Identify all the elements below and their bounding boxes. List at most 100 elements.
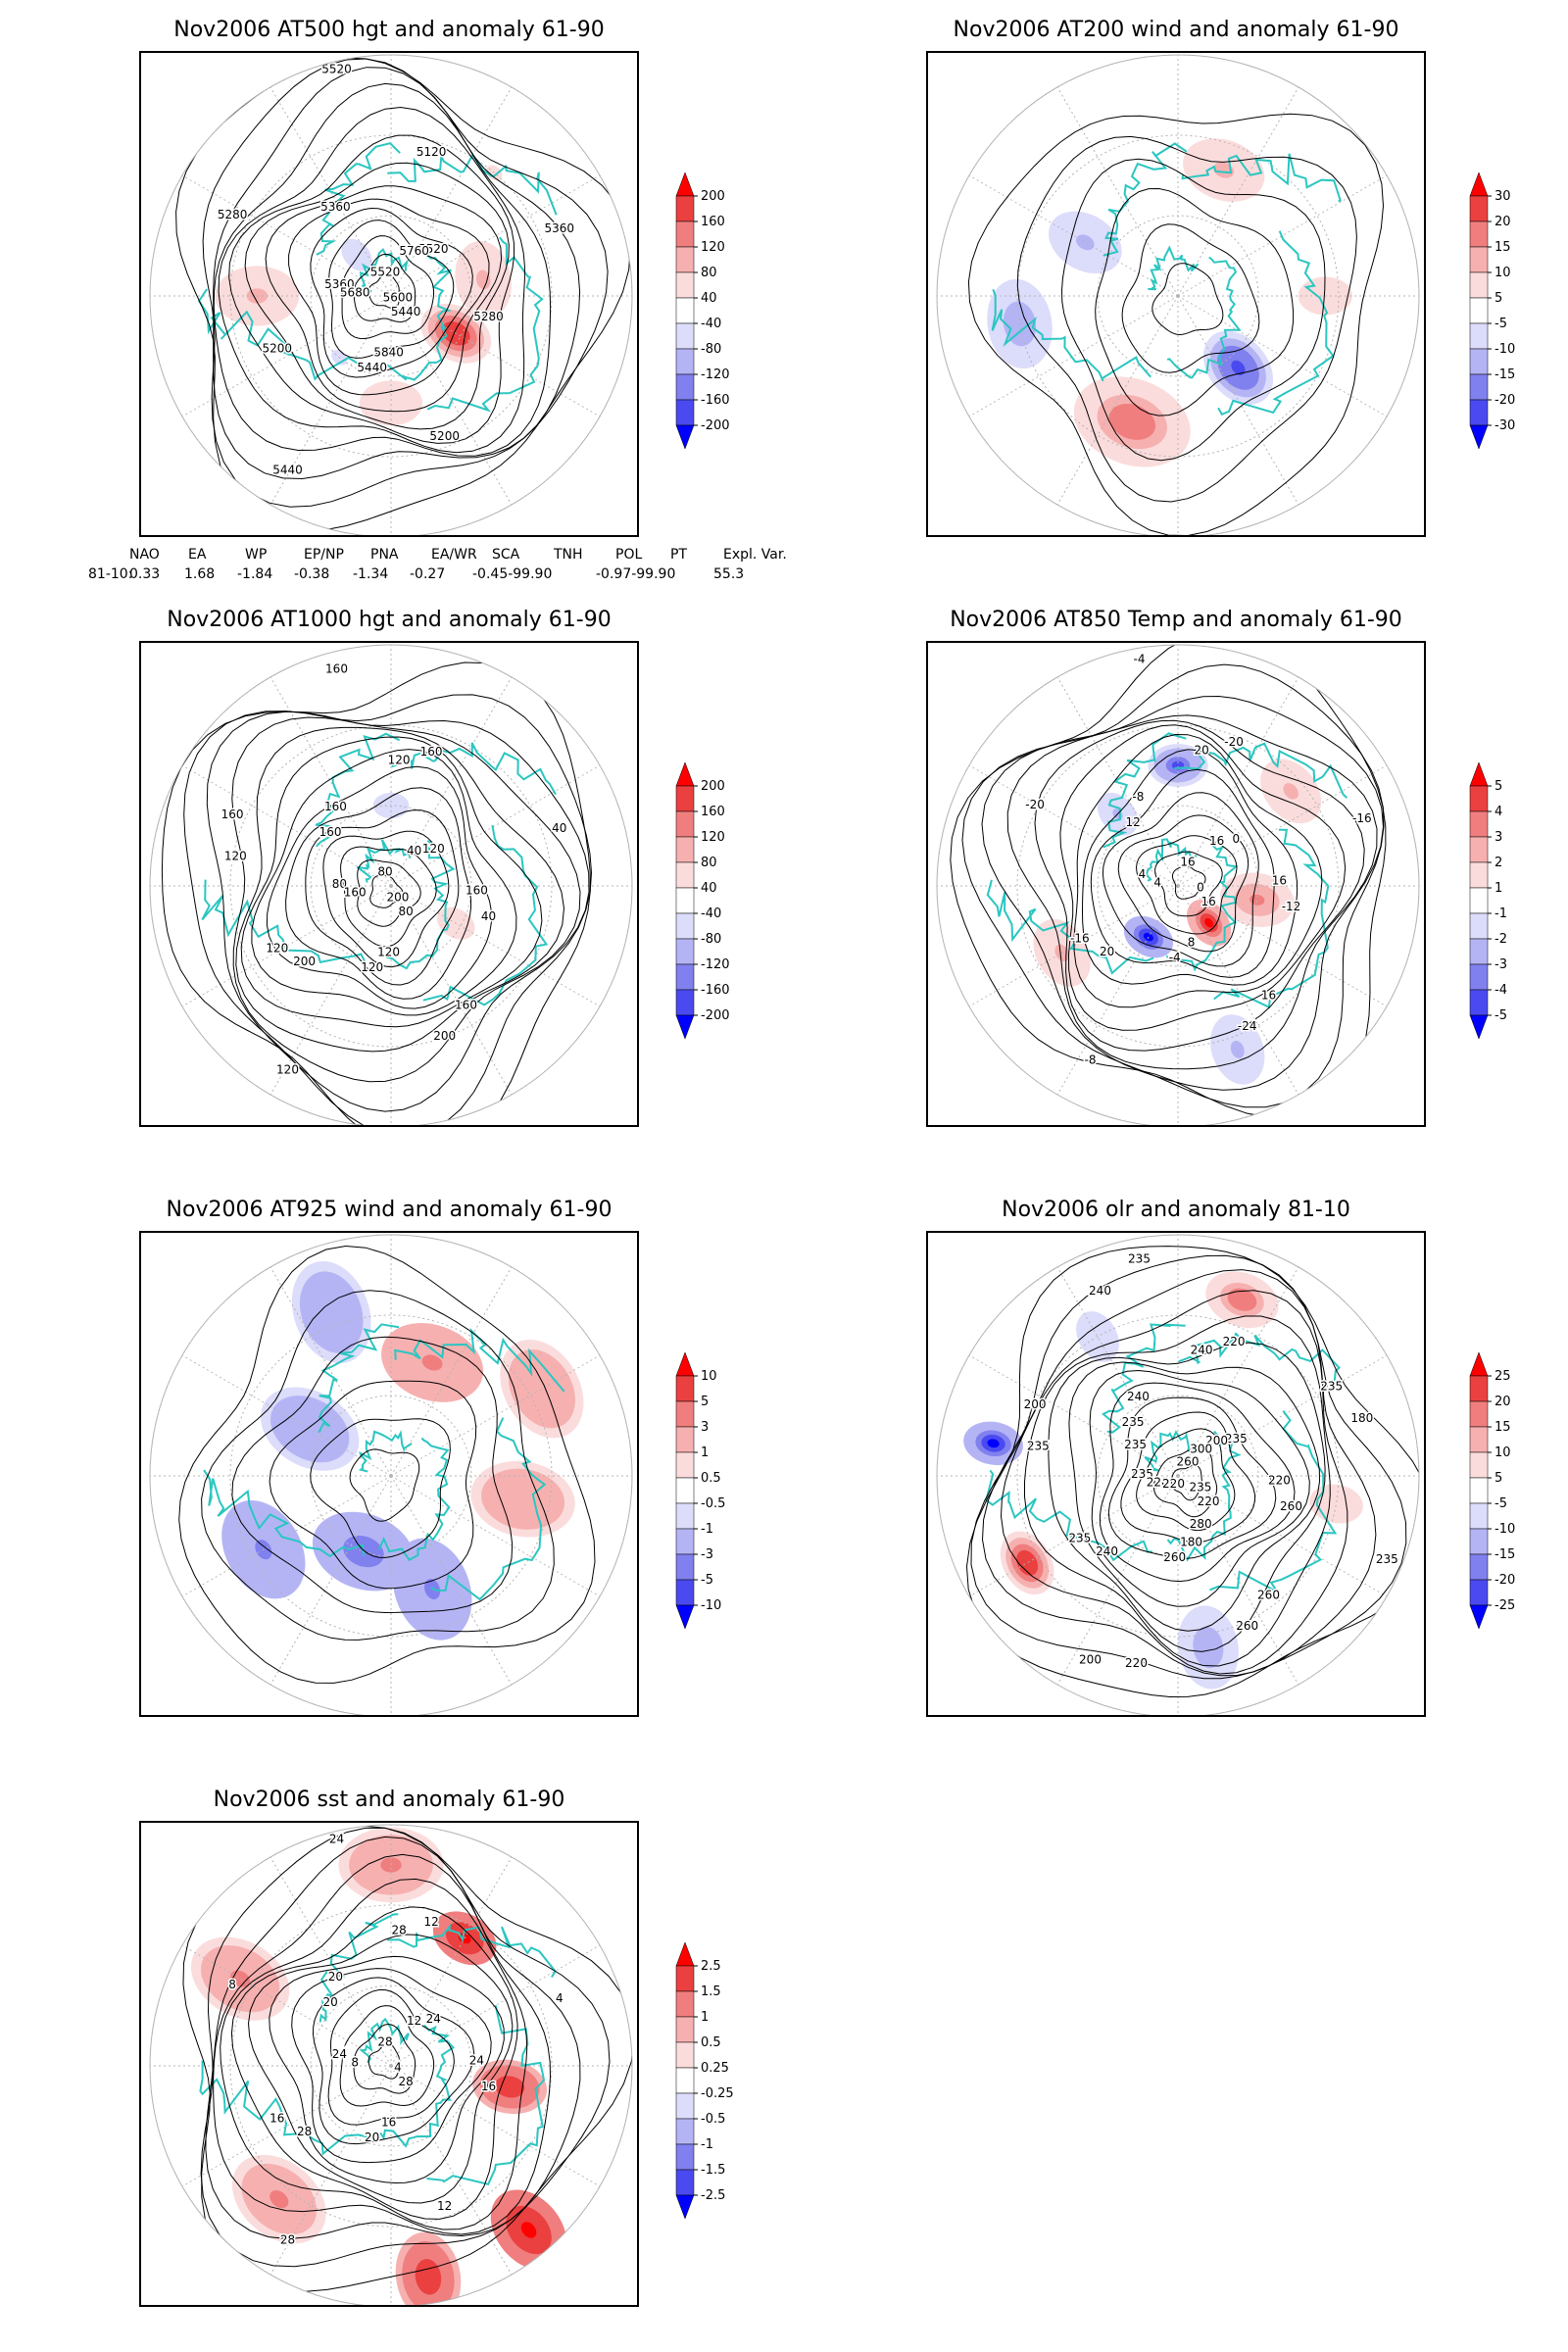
longitude-gridline (1177, 1475, 1299, 1686)
colorbar-label: -25 (1494, 1598, 1515, 1613)
colorbar-swatch (1469, 1451, 1489, 1479)
contour-line (218, 106, 525, 454)
contour-label: 235 (1376, 1552, 1398, 1566)
colorbar-tip-top (675, 1351, 695, 1377)
contour-label: -20 (1224, 735, 1244, 749)
colorbar-label: -15 (1494, 368, 1515, 382)
colorbar-label: 4 (1494, 805, 1502, 819)
anomaly-region (512, 1491, 534, 1507)
contour-line (1060, 158, 1326, 462)
anomaly-region (421, 1354, 443, 1371)
contour-line (1059, 724, 1347, 1031)
colorbar-swatch (675, 2143, 695, 2171)
colorbar-label: -4 (1494, 983, 1507, 998)
contour-label: 80 (377, 865, 392, 879)
longitude-gridline (390, 174, 601, 297)
contour-line (285, 787, 471, 1000)
contour-line (1136, 1428, 1236, 1532)
colorbar-label: -2.5 (701, 2188, 725, 2203)
map-frame (926, 51, 1426, 537)
coastline (1209, 1410, 1338, 1595)
colorbar-label: 15 (1494, 1420, 1511, 1435)
contour-label: 20 (365, 2131, 379, 2144)
contour-label: 240 (1089, 1284, 1111, 1298)
colorbar-tip-bottom (675, 424, 695, 450)
panel-olr: Nov2006 olr and anomaly 81-10 260 220 235 2… (926, 1198, 1515, 1727)
map-frame: 80 80 80 120 120 160 40 120 160 200 160 40 120 160 200… (139, 641, 639, 1127)
contour-line (183, 694, 593, 1125)
teleconnection-value: -1.84 (237, 566, 273, 582)
longitude-gridline (390, 295, 601, 417)
colorbar-swatch (1469, 297, 1489, 324)
colorbar-label: -10 (1494, 1522, 1515, 1537)
map-frame: 28 28 24 24 20 20 16 16 12 12 8 4 28 24 4 8 12 16 20 24 28 28 (139, 1821, 639, 2307)
contour-label: 120 (361, 960, 383, 974)
anomaly-region (1235, 1294, 1250, 1305)
contour-label: 16 (270, 2111, 284, 2125)
colorbar-label: -15 (1494, 1547, 1515, 1562)
contour-line (213, 82, 552, 457)
colorbar-label: -1 (1494, 906, 1507, 921)
colorbar-label: 80 (701, 856, 717, 870)
colorbar-tip-top (1469, 1351, 1489, 1377)
contour-label: 220 (1268, 1474, 1291, 1488)
contour-line (1107, 1396, 1277, 1559)
teleconnection-table: NAO EA WP EP/NP PNA EA/WR SCA TNH POL PT Expl. Var… (88, 547, 787, 586)
contour-line (312, 1977, 475, 2145)
teleconnection-header: PT (670, 547, 687, 563)
teleconnection-value: -0.97-99.90 (596, 566, 676, 582)
contour-label: 300 (1190, 1443, 1212, 1456)
colorbar-tip-bottom (675, 1604, 695, 1630)
contour-label: 16 (1272, 874, 1287, 888)
colorbar-swatch (675, 963, 695, 991)
contour-label: 235 (1225, 1432, 1248, 1446)
contour-label: 280 (1190, 1517, 1212, 1531)
contour-label: 5600 (383, 290, 414, 304)
contour-label: 28 (377, 2035, 392, 2049)
contour-label: 160 (344, 886, 367, 900)
colorbar-tip-top (675, 1941, 695, 1967)
contour-line (1016, 135, 1357, 503)
contour-line (205, 1836, 581, 2240)
colorbar-label: -120 (701, 368, 730, 382)
contour-label: 16 (1209, 834, 1224, 848)
contour-label: 5680 (340, 286, 370, 300)
teleconnection-header: Expl. Var. (723, 547, 787, 563)
contour-label: 5520 (418, 242, 449, 256)
coastline (318, 1913, 399, 2023)
anomaly-region (1231, 360, 1246, 375)
contour-line (328, 220, 455, 359)
colorbar-swatch (675, 810, 695, 838)
colorbar-graphic: 25 20 15 10 5 -5 -10 -15 -20 -25 (1469, 1351, 1515, 1630)
colorbar-swatch (675, 1451, 695, 1479)
contour-label: 200 (1024, 1397, 1047, 1411)
anomaly-region (1327, 1496, 1346, 1511)
colorbar-tip-top (675, 172, 695, 197)
anomaly-region (476, 270, 491, 290)
contour-label: 160 (325, 662, 348, 675)
contour-line (1048, 1342, 1326, 1652)
contour-label: 24 (332, 2047, 347, 2061)
colorbar-graphic: 10 5 3 1 0.5 -0.5 -1 -3 -5 -10 (675, 1351, 725, 1630)
contour-label: 160 (221, 808, 244, 821)
coastline (197, 288, 368, 381)
contour-line (244, 162, 510, 430)
contour-line (368, 2042, 401, 2080)
contour-label: 5440 (391, 305, 421, 318)
coastline (203, 1469, 366, 1558)
contour-line (1089, 1369, 1310, 1607)
colorbar-swatch (675, 1400, 695, 1428)
colorbar-label: 5 (701, 1395, 709, 1409)
map-boundary (149, 644, 633, 1125)
contour-label: -24 (1238, 1019, 1257, 1033)
colorbar-label: 40 (701, 291, 717, 306)
contour-label: 220 (1147, 1476, 1169, 1490)
longitude-gridline (1056, 295, 1179, 506)
coastline (379, 839, 456, 970)
contour-label: 240 (1191, 1344, 1213, 1357)
map-boundary (936, 1234, 1420, 1715)
panel-at925-wind: Nov2006 AT925 wind and anomaly 61-90 10 5… (139, 1198, 725, 1727)
coastline (991, 288, 1152, 382)
contour-line (213, 67, 581, 480)
colorbar-swatch (675, 836, 695, 863)
